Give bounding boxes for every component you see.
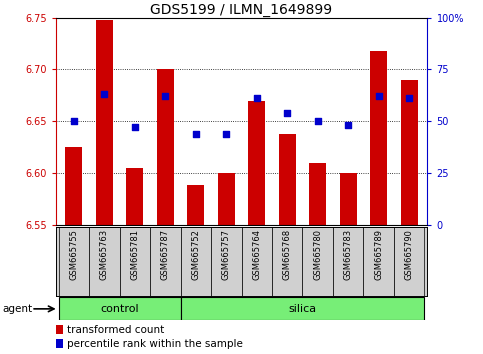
Point <box>253 96 261 101</box>
Bar <box>127 168 143 225</box>
Text: control: control <box>100 304 139 314</box>
Text: GSM665763: GSM665763 <box>100 229 109 280</box>
Text: agent: agent <box>2 304 32 314</box>
Text: silica: silica <box>288 304 316 314</box>
Text: GSM665764: GSM665764 <box>252 229 261 280</box>
Text: GSM665787: GSM665787 <box>161 229 170 280</box>
Bar <box>272 227 302 296</box>
Bar <box>96 20 113 225</box>
Bar <box>309 162 326 225</box>
Text: percentile rank within the sample: percentile rank within the sample <box>67 339 243 349</box>
Text: transformed count: transformed count <box>67 325 165 335</box>
Bar <box>181 297 425 320</box>
Bar <box>248 101 265 225</box>
Bar <box>66 147 82 225</box>
Bar <box>302 227 333 296</box>
Bar <box>242 227 272 296</box>
Bar <box>181 227 211 296</box>
Bar <box>56 325 63 334</box>
Text: GSM665783: GSM665783 <box>344 229 353 280</box>
Text: GSM665752: GSM665752 <box>191 229 200 280</box>
Bar <box>401 80 417 225</box>
Point <box>222 131 230 137</box>
Bar <box>363 227 394 296</box>
Point <box>100 91 108 97</box>
Bar <box>56 339 63 348</box>
Text: GSM665755: GSM665755 <box>70 229 78 280</box>
Text: GSM665790: GSM665790 <box>405 229 413 280</box>
Bar <box>279 134 296 225</box>
Text: GSM665781: GSM665781 <box>130 229 139 280</box>
Text: GSM665789: GSM665789 <box>374 229 383 280</box>
Bar <box>394 227 425 296</box>
Bar <box>187 185 204 225</box>
Bar <box>58 227 89 296</box>
Point <box>314 118 322 124</box>
Point <box>161 93 169 99</box>
Bar <box>89 227 120 296</box>
Point <box>192 131 199 137</box>
Bar <box>340 173 356 225</box>
Bar <box>150 227 181 296</box>
Point <box>405 96 413 101</box>
Title: GDS5199 / ILMN_1649899: GDS5199 / ILMN_1649899 <box>150 3 333 17</box>
Bar <box>120 227 150 296</box>
Text: GSM665780: GSM665780 <box>313 229 322 280</box>
Text: GSM665768: GSM665768 <box>283 229 292 280</box>
Bar <box>211 227 242 296</box>
Point <box>375 93 383 99</box>
Point <box>131 125 139 130</box>
Point <box>344 122 352 128</box>
Bar <box>157 69 174 225</box>
Bar <box>218 173 235 225</box>
Point <box>284 110 291 116</box>
Bar <box>370 51 387 225</box>
Bar <box>333 227 363 296</box>
Text: GSM665757: GSM665757 <box>222 229 231 280</box>
Point <box>70 118 78 124</box>
Bar <box>58 297 181 320</box>
